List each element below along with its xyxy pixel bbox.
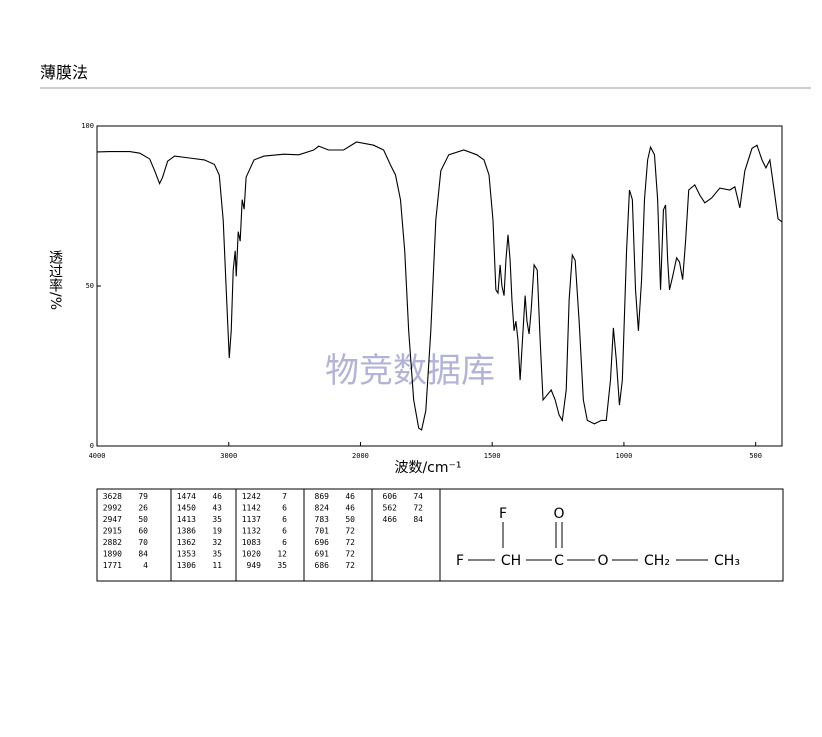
- atom-label: C: [554, 553, 564, 569]
- peak-transmittance: 6: [282, 538, 287, 547]
- peak-transmittance: 26: [138, 504, 148, 513]
- peak-transmittance: 6: [282, 515, 287, 524]
- peak-wavenumber: 562: [383, 504, 398, 513]
- peak-wavenumber: 701: [315, 527, 330, 536]
- peak-wavenumber: 696: [315, 538, 330, 547]
- peak-wavenumber: 1137: [242, 515, 261, 524]
- atom-label: CH₂: [644, 553, 670, 569]
- spectrum-line: [96, 141, 783, 431]
- y-tick-label: 0: [90, 442, 94, 450]
- peak-transmittance: 70: [138, 538, 148, 547]
- peak-wavenumber: 466: [383, 515, 398, 524]
- peak-transmittance: 11: [212, 561, 222, 570]
- peak-wavenumber: 2915: [103, 527, 122, 536]
- peak-transmittance: 50: [138, 515, 148, 524]
- y-tick-label: 50: [86, 282, 94, 290]
- peak-wavenumber: 2882: [103, 538, 122, 547]
- header-title: 薄膜法: [40, 63, 88, 82]
- peak-transmittance: 72: [345, 561, 355, 570]
- peak-wavenumber: 1450: [177, 504, 196, 513]
- atom-label: F: [499, 506, 507, 522]
- peak-wavenumber: 1413: [177, 515, 196, 524]
- peak-wavenumber: 783: [315, 515, 330, 524]
- peak-transmittance: 4: [143, 561, 148, 570]
- peak-wavenumber: 1362: [177, 538, 196, 547]
- atom-label: F: [456, 553, 464, 569]
- peak-transmittance: 12: [277, 550, 287, 559]
- peak-transmittance: 84: [138, 550, 148, 559]
- structure-bonds: [468, 522, 708, 561]
- atom-label: O: [553, 506, 564, 522]
- peak-transmittance: 35: [277, 561, 287, 570]
- peak-wavenumber: 1386: [177, 527, 196, 536]
- peak-wavenumber: 686: [315, 561, 330, 570]
- peak-wavenumber: 1132: [242, 527, 261, 536]
- atom-label: CH: [501, 553, 521, 569]
- peak-wavenumber: 2947: [103, 515, 122, 524]
- peak-transmittance: 19: [212, 527, 222, 536]
- peak-transmittance: 46: [345, 492, 355, 501]
- peak-wavenumber: 824: [315, 504, 330, 513]
- peak-wavenumber: 606: [383, 492, 398, 501]
- peak-transmittance: 35: [212, 515, 222, 524]
- peak-transmittance: 74: [413, 492, 423, 501]
- x-tick-label: 3000: [220, 452, 237, 460]
- peak-transmittance: 35: [212, 550, 222, 559]
- peak-transmittance: 6: [282, 527, 287, 536]
- peak-transmittance: 72: [413, 504, 423, 513]
- peak-wavenumber: 2992: [103, 504, 122, 513]
- plot-frame: [96, 125, 783, 447]
- x-tick-label: 1500: [484, 452, 501, 460]
- atom-label: O: [597, 553, 608, 569]
- peak-transmittance: 6: [282, 504, 287, 513]
- peak-transmittance: 72: [345, 538, 355, 547]
- peak-wavenumber: 1771: [103, 561, 122, 570]
- x-axis-label: 波数/cm⁻¹: [394, 460, 461, 476]
- peak-wavenumber: 1890: [103, 550, 122, 559]
- peak-wavenumber: 949: [247, 561, 262, 570]
- x-tick-label: 4000: [89, 452, 106, 460]
- peak-transmittance: 60: [138, 527, 148, 536]
- peak-transmittance: 46: [212, 492, 222, 501]
- peak-wavenumber: 1474: [177, 492, 196, 501]
- peak-transmittance: 84: [413, 515, 423, 524]
- peak-transmittance: 50: [345, 515, 355, 524]
- y-tick-label: 100: [81, 122, 94, 130]
- y-axis-label: 透过率/%: [47, 250, 63, 310]
- peak-wavenumber: 3628: [103, 492, 122, 501]
- peak-wavenumber: 691: [315, 550, 330, 559]
- peak-wavenumber: 1083: [242, 538, 261, 547]
- peak-transmittance: 32: [212, 538, 222, 547]
- peak-wavenumber: 1306: [177, 561, 196, 570]
- peak-transmittance: 43: [212, 504, 222, 513]
- peak-wavenumber: 1020: [242, 550, 261, 559]
- peak-wavenumber: 1242: [242, 492, 261, 501]
- watermark: 物竞数据库: [325, 351, 495, 391]
- peak-wavenumber: 869: [315, 492, 330, 501]
- x-tick-label: 2000: [352, 452, 369, 460]
- peak-wavenumber: 1142: [242, 504, 261, 513]
- peak-transmittance: 72: [345, 527, 355, 536]
- peak-transmittance: 79: [138, 492, 148, 501]
- peak-wavenumber: 1353: [177, 550, 196, 559]
- peak-transmittance: 7: [282, 492, 287, 501]
- peak-transmittance: 72: [345, 550, 355, 559]
- x-tick-label: 500: [749, 452, 762, 460]
- x-tick-label: 1000: [615, 452, 632, 460]
- peak-transmittance: 46: [345, 504, 355, 513]
- atom-label: CH₃: [714, 553, 740, 569]
